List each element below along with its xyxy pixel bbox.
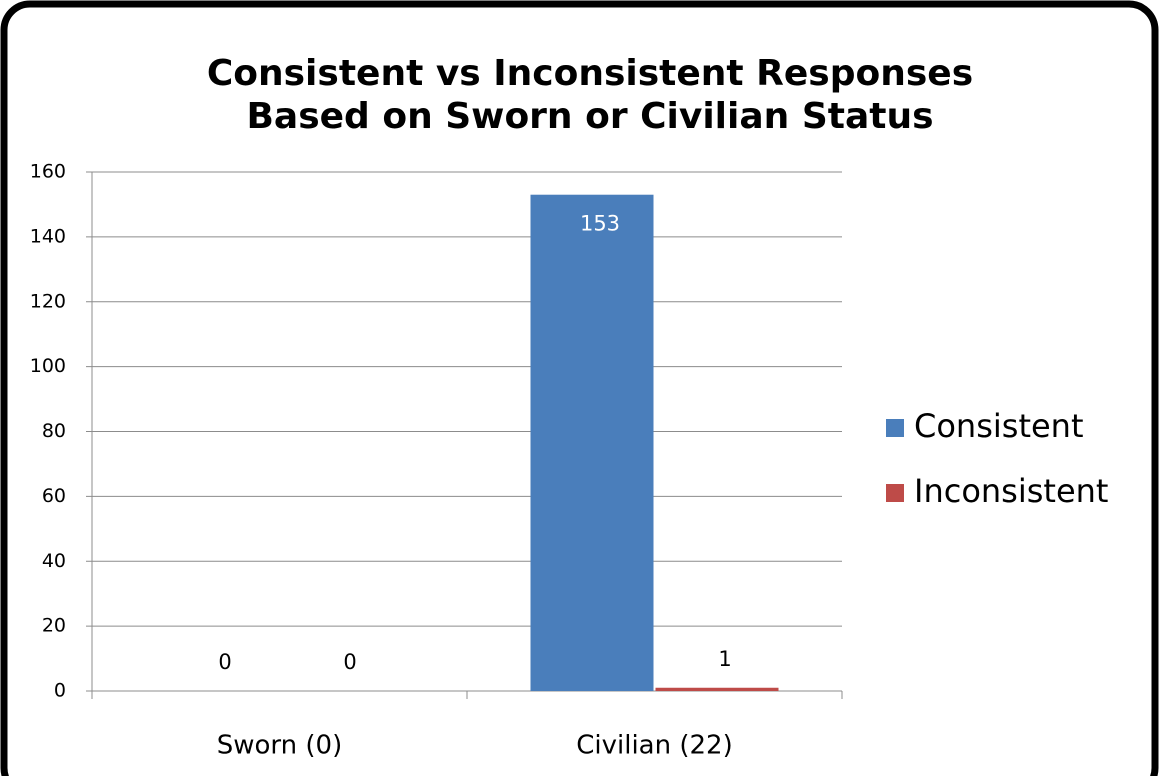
legend-label: Consistent	[914, 407, 1084, 445]
y-tick-label: 100	[30, 355, 66, 377]
legend-swatch	[886, 484, 904, 502]
x-tick-label: Sworn (0)	[217, 731, 342, 761]
y-tick-label: 120	[30, 290, 66, 312]
data-label: 0	[343, 650, 356, 674]
y-tick-label: 160	[30, 161, 66, 183]
x-tick-label: Civilian (22)	[576, 731, 732, 761]
y-tick-label: 20	[42, 615, 66, 637]
legend-swatch	[886, 419, 904, 437]
y-tick-label: 80	[42, 420, 66, 442]
data-label: 1	[718, 647, 731, 671]
bar	[655, 687, 779, 691]
y-tick-label: 0	[54, 680, 66, 702]
data-label: 153	[580, 212, 620, 236]
y-tick-label: 60	[42, 485, 66, 507]
y-tick-label: 140	[30, 225, 66, 247]
bar	[530, 194, 654, 692]
data-label: 0	[218, 650, 231, 674]
chart-title: Based on Sworn or Civilian Status	[246, 96, 933, 137]
chart-title: Consistent vs Inconsistent Responses	[207, 53, 973, 94]
y-tick-label: 40	[42, 550, 66, 572]
legend-label: Inconsistent	[914, 472, 1108, 510]
